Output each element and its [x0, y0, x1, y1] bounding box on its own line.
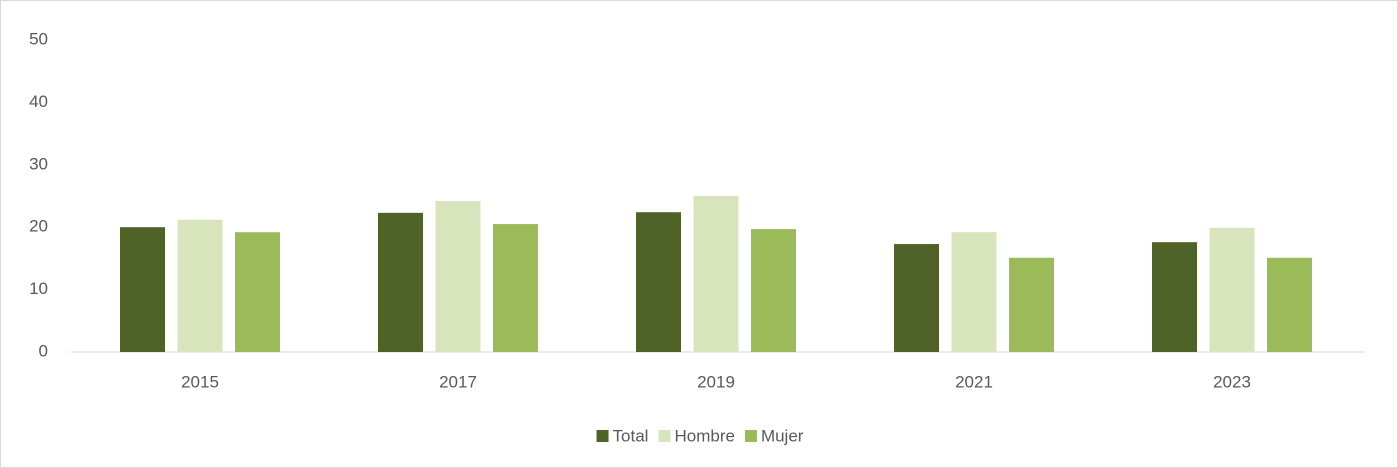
- bar: [1209, 227, 1255, 352]
- y-tick-label: 0: [39, 341, 48, 360]
- y-tick-label: 20: [29, 217, 48, 236]
- legend-label: Hombre: [674, 426, 734, 445]
- x-tick-label: 2023: [1213, 372, 1251, 391]
- y-tick-label: 50: [29, 29, 48, 48]
- bar: [120, 227, 165, 352]
- bar: [435, 200, 481, 352]
- bar: [235, 232, 280, 352]
- y-tick-label: 30: [29, 154, 48, 173]
- legend-label: Mujer: [761, 426, 804, 445]
- bar: [951, 232, 997, 352]
- x-tick-label: 2017: [439, 372, 477, 391]
- legend-swatch: [744, 430, 757, 442]
- bar: [378, 212, 423, 352]
- bar: [1152, 242, 1197, 352]
- y-tick-label: 10: [29, 279, 48, 298]
- legend-swatch: [658, 430, 671, 442]
- bar: [1009, 257, 1054, 352]
- x-tick-label: 2019: [697, 372, 735, 391]
- x-tick-label: 2021: [955, 372, 993, 391]
- bar: [693, 196, 739, 352]
- x-tick-label: 2015: [181, 372, 219, 391]
- y-tick-label: 40: [29, 92, 48, 111]
- bar: [493, 224, 538, 352]
- bar: [894, 244, 939, 352]
- bar: [1267, 257, 1312, 352]
- legend-label: Total: [613, 426, 649, 445]
- bar: [636, 212, 681, 352]
- bar: [751, 229, 796, 352]
- legend-swatch: [596, 430, 609, 442]
- bar: [177, 219, 223, 352]
